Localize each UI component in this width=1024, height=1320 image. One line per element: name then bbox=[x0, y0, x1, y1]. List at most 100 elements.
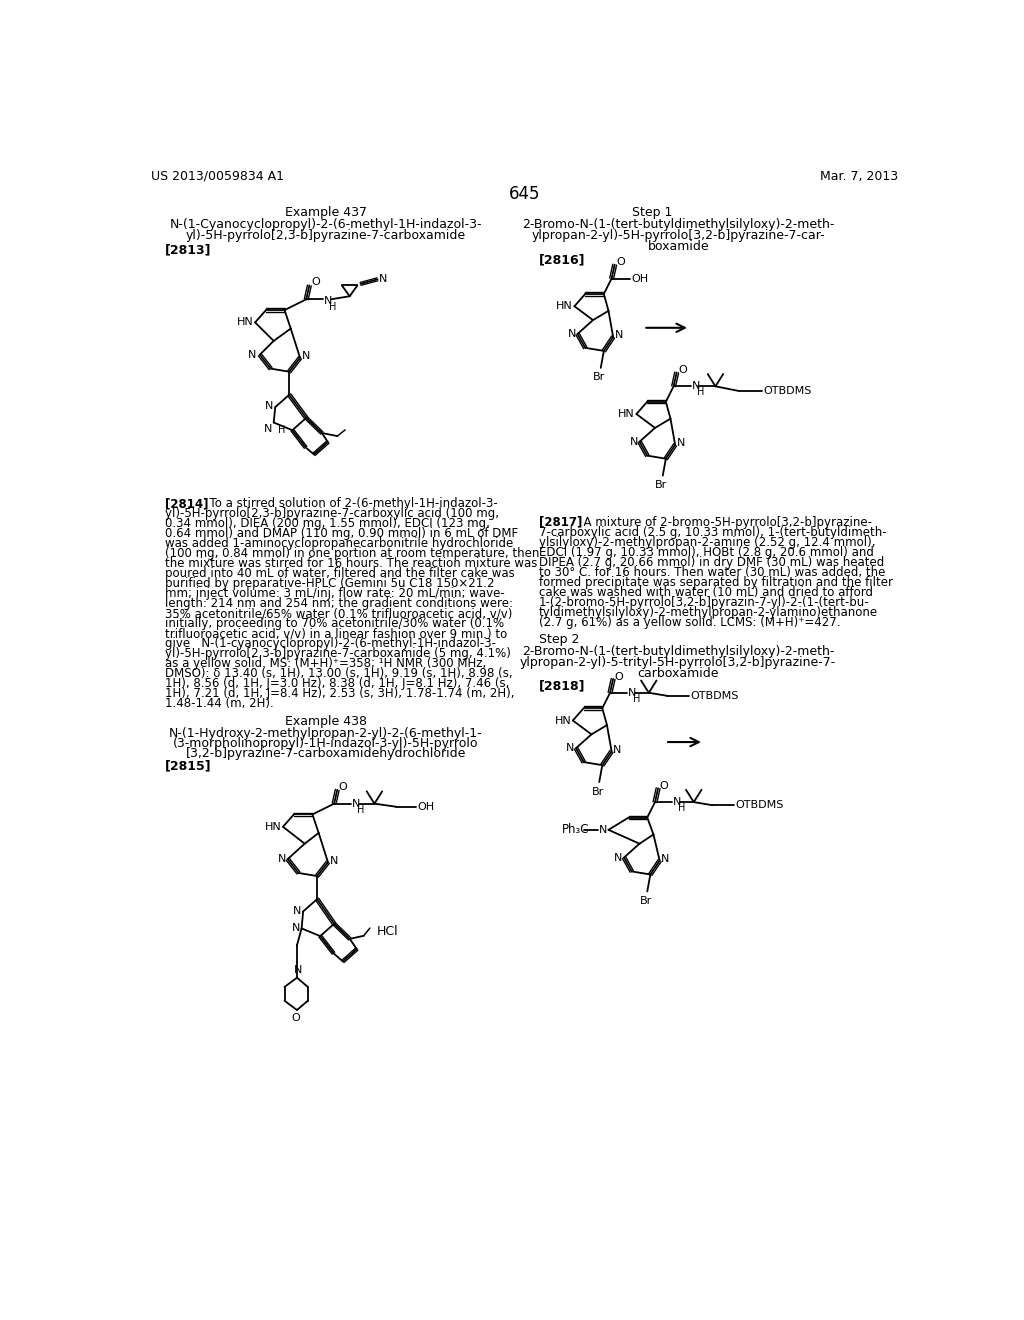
Text: 1.48-1.44 (m, 2H).: 1.48-1.44 (m, 2H). bbox=[165, 697, 274, 710]
Text: 645: 645 bbox=[509, 185, 541, 203]
Text: cake was washed with water (10 mL) and dried to afford: cake was washed with water (10 mL) and d… bbox=[539, 586, 872, 599]
Text: A mixture of 2-bromo-5H-pyrrolo[3,2-b]pyrazine-: A mixture of 2-bromo-5H-pyrrolo[3,2-b]py… bbox=[575, 516, 872, 529]
Text: ylpropan-2-yl)-5H-pyrrolo[3,2-b]pyrazine-7-car-: ylpropan-2-yl)-5H-pyrrolo[3,2-b]pyrazine… bbox=[531, 230, 825, 243]
Text: yl)-5H-pyrrolo[2,3-b]pyrazine-7-carboxylic acid (100 mg,: yl)-5H-pyrrolo[2,3-b]pyrazine-7-carboxyl… bbox=[165, 507, 500, 520]
Text: formed precipitate was separated by filtration and the filter: formed precipitate was separated by filt… bbox=[539, 576, 893, 589]
Text: Example 437: Example 437 bbox=[285, 206, 367, 219]
Text: N: N bbox=[248, 350, 257, 360]
Text: H: H bbox=[697, 388, 705, 397]
Text: 7-carboxylic acid (2.5 g, 10.33 mmol), 1-(tert-butyldimeth-: 7-carboxylic acid (2.5 g, 10.33 mmol), 1… bbox=[539, 525, 887, 539]
Text: N: N bbox=[352, 799, 360, 809]
Text: [3,2-b]pyrazine-7-carboxamidehydrochloride: [3,2-b]pyrazine-7-carboxamidehydrochlori… bbox=[185, 747, 466, 760]
Text: H: H bbox=[278, 425, 285, 436]
Text: give   N-(1-cyanocyclopropyl)-2-(6-methyl-1H-indazol-3-: give N-(1-cyanocyclopropyl)-2-(6-methyl-… bbox=[165, 638, 497, 651]
Text: Example 438: Example 438 bbox=[285, 715, 367, 729]
Text: [2817]: [2817] bbox=[539, 516, 582, 529]
Text: N: N bbox=[278, 854, 286, 865]
Text: N: N bbox=[630, 437, 638, 446]
Text: 1H), 7.21 (d, 1H, J=8.4 Hz), 2.53 (s, 3H), 1.78-1.74 (m, 2H),: 1H), 7.21 (d, 1H, J=8.4 Hz), 2.53 (s, 3H… bbox=[165, 688, 515, 701]
Text: OTBDMS: OTBDMS bbox=[735, 800, 784, 810]
Text: yl)-5H-pyrrolo[2,3-b]pyrazine-7-carboxamide (5 mg, 4.1%): yl)-5H-pyrrolo[2,3-b]pyrazine-7-carboxam… bbox=[165, 647, 511, 660]
Text: 0.34 mmol), DIEA (200 mg, 1.55 mmol), EDCI (123 mg,: 0.34 mmol), DIEA (200 mg, 1.55 mmol), ED… bbox=[165, 517, 490, 531]
Text: HN: HN bbox=[264, 822, 282, 832]
Text: EDCI (1.97 g, 10.33 mmol), HOBt (2.8 g, 20.6 mmol) and: EDCI (1.97 g, 10.33 mmol), HOBt (2.8 g, … bbox=[539, 545, 873, 558]
Text: HN: HN bbox=[555, 715, 571, 726]
Text: N: N bbox=[614, 330, 623, 341]
Text: N: N bbox=[324, 296, 333, 306]
Text: N: N bbox=[264, 424, 272, 434]
Text: O: O bbox=[616, 257, 625, 268]
Text: [2815]: [2815] bbox=[165, 759, 212, 772]
Text: N: N bbox=[599, 825, 607, 834]
Text: O: O bbox=[311, 277, 319, 286]
Text: Step 1: Step 1 bbox=[632, 206, 672, 219]
Text: N: N bbox=[330, 855, 338, 866]
Text: to 30° C. for 16 hours. Then water (30 mL) was added, the: to 30° C. for 16 hours. Then water (30 m… bbox=[539, 566, 885, 578]
Text: O: O bbox=[291, 1014, 300, 1023]
Text: yl)-5H-pyrrolo[2,3-b]pyrazine-7-carboxamide: yl)-5H-pyrrolo[2,3-b]pyrazine-7-carboxam… bbox=[185, 230, 466, 243]
Text: N-(1-Cyanocyclopropyl)-2-(6-methyl-1H-indazol-3-: N-(1-Cyanocyclopropyl)-2-(6-methyl-1H-in… bbox=[169, 218, 482, 231]
Text: 2-Bromo-N-(1-(tert-butyldimethylsilyloxy)-2-meth-: 2-Bromo-N-(1-(tert-butyldimethylsilyloxy… bbox=[522, 645, 835, 659]
Text: Ph₃C: Ph₃C bbox=[562, 824, 590, 837]
Text: H: H bbox=[357, 805, 365, 814]
Text: N: N bbox=[566, 743, 574, 754]
Text: N: N bbox=[379, 275, 387, 284]
Text: trifluoroacetic acid, v/v) in a linear fashion over 9 min.) to: trifluoroacetic acid, v/v) in a linear f… bbox=[165, 627, 508, 640]
Text: 35% acetonitrile/65% water (0.1% trifluoroacetic acid, v/v): 35% acetonitrile/65% water (0.1% trifluo… bbox=[165, 607, 513, 620]
Text: HN: HN bbox=[237, 317, 254, 327]
Text: O: O bbox=[678, 366, 687, 375]
Text: ylsilyloxy)-2-methylpropan-2-amine (2.52 g, 12.4 mmol),: ylsilyloxy)-2-methylpropan-2-amine (2.52… bbox=[539, 536, 876, 549]
Text: the mixture was stirred for 16 hours. The reaction mixture was: the mixture was stirred for 16 hours. Th… bbox=[165, 557, 538, 570]
Text: HCl: HCl bbox=[377, 925, 398, 939]
Text: Br: Br bbox=[655, 480, 668, 490]
Text: was added 1-aminocyclopropanecarbonitrile hydrochloride: was added 1-aminocyclopropanecarbonitril… bbox=[165, 537, 513, 550]
Text: 0.64 mmol) and DMAP (110 mg, 0.90 mmol) in 6 mL of DMF: 0.64 mmol) and DMAP (110 mg, 0.90 mmol) … bbox=[165, 527, 518, 540]
Text: OH: OH bbox=[632, 273, 649, 284]
Text: [2816]: [2816] bbox=[539, 253, 586, 267]
Text: N: N bbox=[293, 907, 302, 916]
Text: 2-Bromo-N-(1-(tert-butyldimethylsilyloxy)-2-meth-: 2-Bromo-N-(1-(tert-butyldimethylsilyloxy… bbox=[522, 218, 835, 231]
Text: OTBDMS: OTBDMS bbox=[764, 385, 812, 396]
Text: ylpropan-2-yl)-5-trityl-5H-pyrrolo[3,2-b]pyrazine-7-: ylpropan-2-yl)-5-trityl-5H-pyrrolo[3,2-b… bbox=[520, 656, 837, 669]
Text: initially, proceeding to 70% acetonitrile/30% water (0.1%: initially, proceeding to 70% acetonitril… bbox=[165, 618, 505, 631]
Text: (2.7 g, 61%) as a yellow solid. LCMS: (M+H)⁺=427.: (2.7 g, 61%) as a yellow solid. LCMS: (M… bbox=[539, 615, 841, 628]
Text: N: N bbox=[673, 797, 681, 807]
Text: N: N bbox=[691, 381, 699, 391]
Text: DIPEA (2.7 g, 20.66 mmol) in dry DMF (30 mL) was heated: DIPEA (2.7 g, 20.66 mmol) in dry DMF (30… bbox=[539, 556, 884, 569]
Text: Br: Br bbox=[592, 787, 604, 797]
Text: N: N bbox=[677, 438, 685, 449]
Text: H: H bbox=[633, 694, 641, 704]
Text: US 2013/0059834 A1: US 2013/0059834 A1 bbox=[152, 170, 285, 183]
Text: carboxamide: carboxamide bbox=[638, 667, 719, 680]
Text: HN: HN bbox=[556, 301, 572, 312]
Text: O: O bbox=[339, 783, 347, 792]
Text: [2813]: [2813] bbox=[165, 243, 212, 256]
Text: N: N bbox=[292, 924, 300, 933]
Text: N: N bbox=[662, 854, 670, 865]
Text: purified by preparative-HPLC (Gemini 5u C18 150×21.2: purified by preparative-HPLC (Gemini 5u … bbox=[165, 577, 495, 590]
Text: 1-(2-bromo-5H-pyrrolo[3,2-b]pyrazin-7-yl)-2-(1-(tert-bu-: 1-(2-bromo-5H-pyrrolo[3,2-b]pyrazin-7-yl… bbox=[539, 595, 869, 609]
Text: H: H bbox=[330, 302, 337, 312]
Text: poured into 40 mL of water, filtered and the filter cake was: poured into 40 mL of water, filtered and… bbox=[165, 568, 515, 581]
Text: [2818]: [2818] bbox=[539, 680, 586, 693]
Text: (3-morpholinopropyl)-1H-indazol-3-yl)-5H-pyrrolo: (3-morpholinopropyl)-1H-indazol-3-yl)-5H… bbox=[173, 737, 478, 750]
Text: N: N bbox=[294, 965, 303, 974]
Text: 1H), 8.56 (d, 1H, J=3.0 Hz), 8.38 (d, 1H, J=8.1 Hz), 7.46 (s,: 1H), 8.56 (d, 1H, J=3.0 Hz), 8.38 (d, 1H… bbox=[165, 677, 510, 690]
Text: HN: HN bbox=[618, 409, 635, 418]
Text: OTBDMS: OTBDMS bbox=[690, 690, 739, 701]
Text: N: N bbox=[567, 329, 575, 339]
Text: N: N bbox=[628, 688, 636, 698]
Text: Mar. 7, 2013: Mar. 7, 2013 bbox=[820, 170, 898, 183]
Text: N: N bbox=[302, 351, 310, 362]
Text: boxamide: boxamide bbox=[647, 240, 709, 253]
Text: (100 mg, 0.84 mmol) in one portion at room temperature, then: (100 mg, 0.84 mmol) in one portion at ro… bbox=[165, 548, 540, 560]
Text: H: H bbox=[678, 804, 686, 813]
Text: OH: OH bbox=[418, 801, 435, 812]
Text: N: N bbox=[613, 744, 622, 755]
Text: N-(1-Hydroxy-2-methylpropan-2-yl)-2-(6-methyl-1-: N-(1-Hydroxy-2-methylpropan-2-yl)-2-(6-m… bbox=[169, 726, 482, 739]
Text: To a stirred solution of 2-(6-methyl-1H-indazol-3-: To a stirred solution of 2-(6-methyl-1H-… bbox=[203, 498, 498, 511]
Text: Step 2: Step 2 bbox=[539, 634, 580, 647]
Text: as a yellow solid. MS: (M+H)⁺=358; ¹H NMR (300 MHz,: as a yellow solid. MS: (M+H)⁺=358; ¹H NM… bbox=[165, 657, 486, 671]
Text: length: 214 nm and 254 nm; the gradient conditions were:: length: 214 nm and 254 nm; the gradient … bbox=[165, 598, 513, 610]
Text: mm; inject volume: 3 mL/inj, flow rate: 20 mL/min; wave-: mm; inject volume: 3 mL/inj, flow rate: … bbox=[165, 587, 505, 601]
